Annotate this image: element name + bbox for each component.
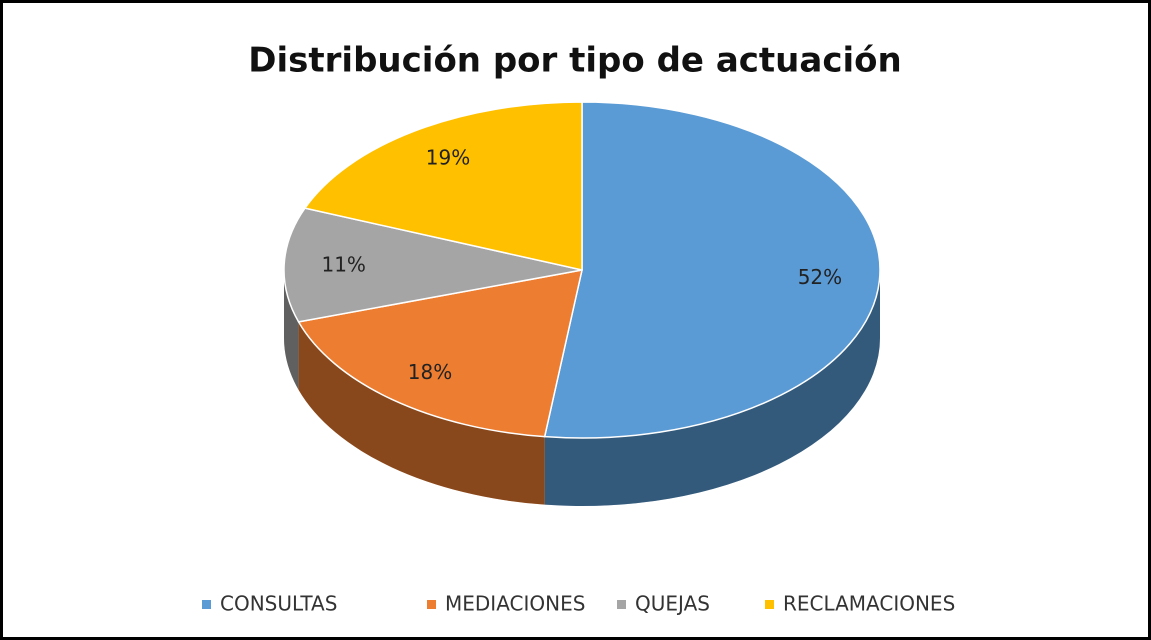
chart-title: Distribución por tipo de actuación (248, 41, 901, 81)
legend-label: CONSULTAS (220, 592, 337, 616)
legend-marker (765, 600, 774, 609)
slice (303, 101, 583, 271)
legend-label: MEDIACIONES (445, 592, 585, 616)
legend-label: QUEJAS (635, 592, 710, 616)
slice-side (298, 321, 545, 505)
legend-marker (202, 600, 211, 609)
data-label: 19% (426, 145, 470, 169)
data-label: 11% (321, 252, 365, 276)
legend-label: RECLAMACIONES (783, 592, 955, 616)
slice-side-shade (544, 270, 880, 506)
data-label: 18% (408, 360, 452, 384)
slice (297, 269, 583, 438)
slice-side-shade (284, 270, 299, 390)
legend-marker (427, 600, 436, 609)
legend-marker (617, 600, 626, 609)
data-label: 52% (798, 265, 842, 289)
slice-side (544, 270, 880, 506)
slice-side (284, 270, 299, 390)
slice (283, 207, 583, 323)
slice-side-shade (298, 321, 545, 505)
slice (543, 101, 881, 439)
